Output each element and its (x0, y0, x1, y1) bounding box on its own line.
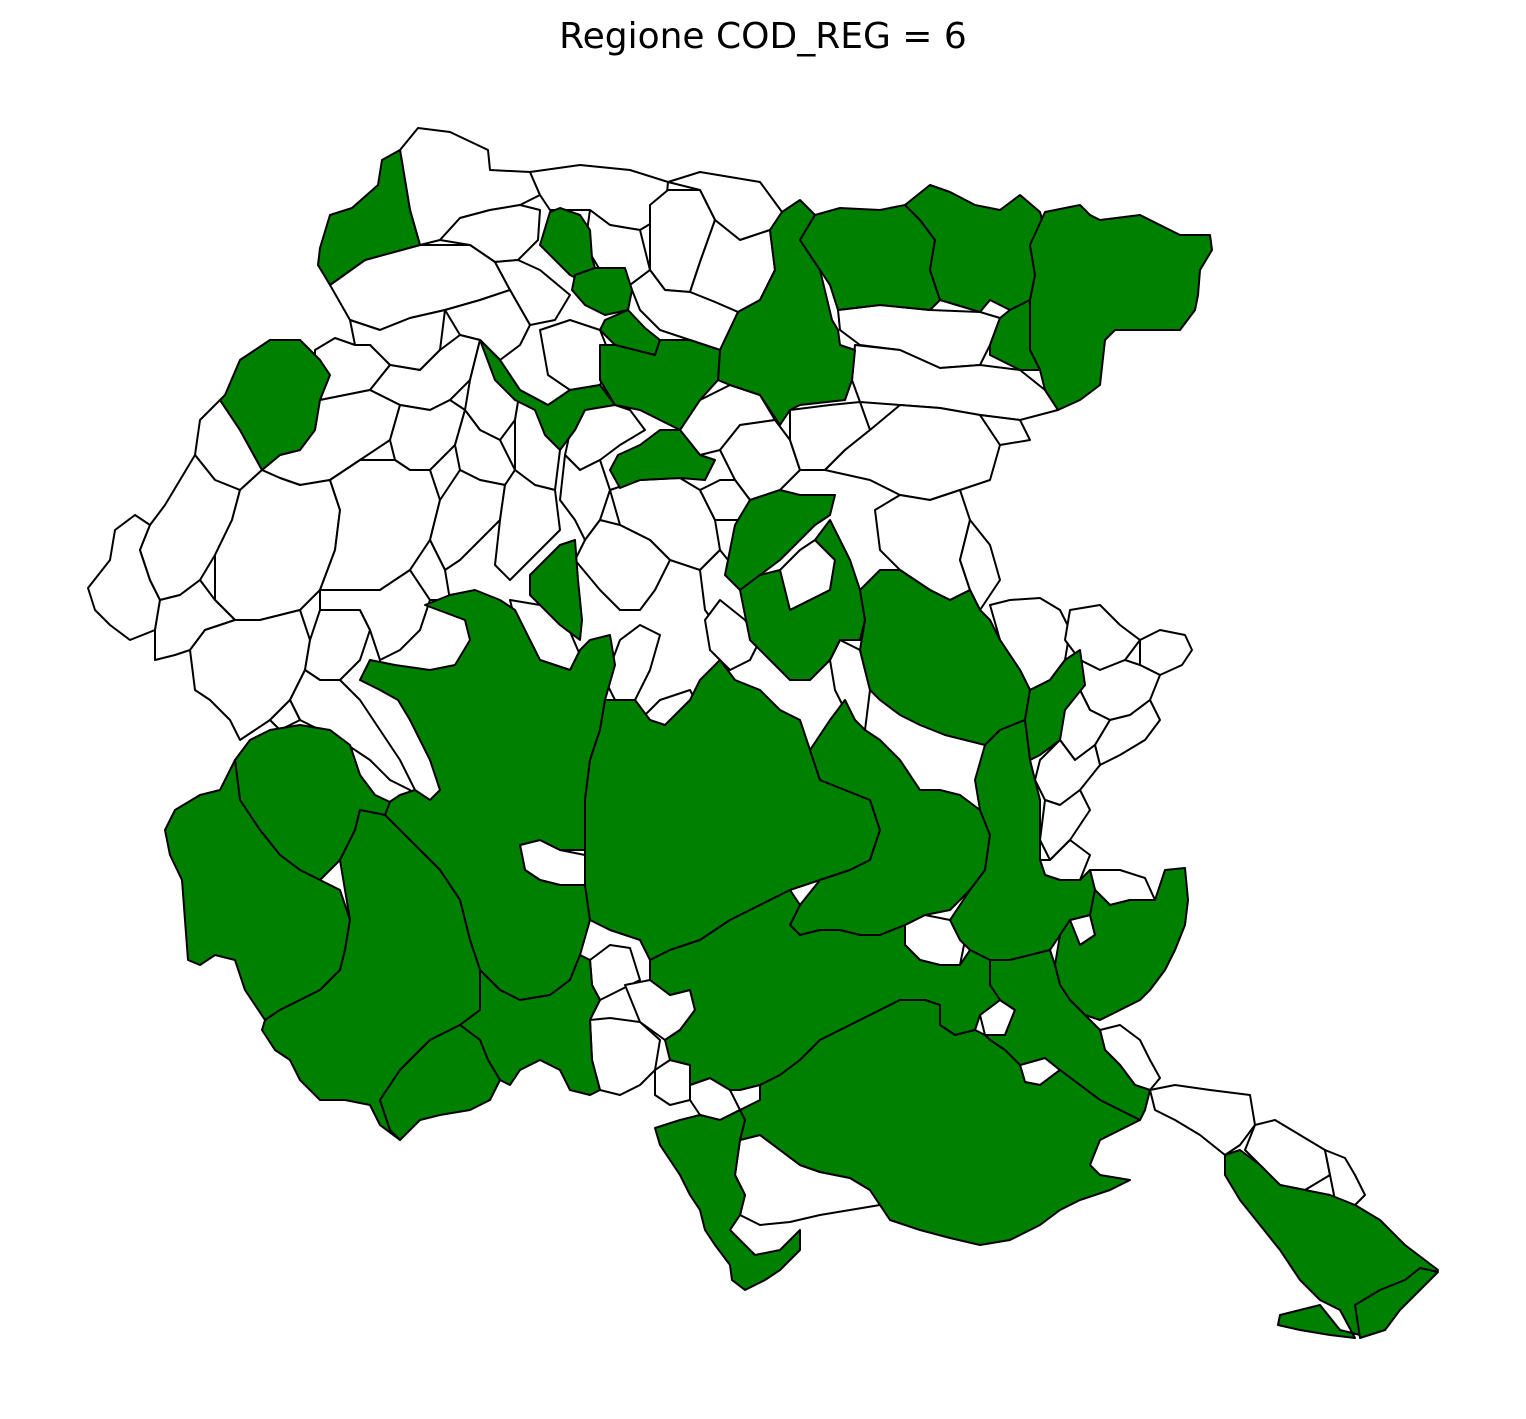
municipality-unselected (1039, 789, 1091, 861)
municipality-selected (789, 699, 991, 936)
municipality-unselected (494, 469, 561, 581)
municipality-unselected (574, 519, 671, 611)
municipality-unselected (1244, 1119, 1331, 1191)
municipality-selected (1354, 1267, 1439, 1339)
selected-municipalities (164, 149, 1439, 1339)
municipality-selected (724, 489, 836, 591)
municipality-selected (317, 149, 421, 286)
municipality-selected (989, 299, 1041, 371)
municipality-unselected (389, 399, 466, 471)
municipality-unselected (304, 609, 371, 681)
municipality-unselected (1034, 739, 1101, 806)
municipality-unselected (851, 344, 1059, 421)
municipality-selected (379, 1024, 501, 1141)
municipality-selected (609, 429, 716, 489)
municipality-selected (529, 539, 583, 641)
unselected-municipalities (87, 127, 1366, 1226)
municipality-unselected (269, 699, 301, 731)
municipality-unselected (1324, 1149, 1366, 1206)
municipality-selected (571, 267, 633, 316)
municipality-selected (654, 1109, 801, 1291)
municipality-selected (539, 207, 596, 281)
municipality-selected (739, 999, 1141, 1246)
municipality-selected (479, 339, 616, 451)
map-title: Regione COD_REG = 6 (559, 16, 967, 57)
municipality-selected (739, 519, 866, 681)
municipality-selected (599, 339, 721, 431)
municipality-selected (1054, 867, 1189, 1021)
municipality-selected (219, 339, 331, 471)
municipality-unselected (1149, 1084, 1256, 1156)
municipality-unselected (429, 469, 506, 571)
municipality-unselected (319, 569, 431, 661)
municipality-unselected (979, 414, 1031, 446)
municipality-selected (1029, 204, 1213, 411)
municipality-unselected (409, 539, 451, 601)
